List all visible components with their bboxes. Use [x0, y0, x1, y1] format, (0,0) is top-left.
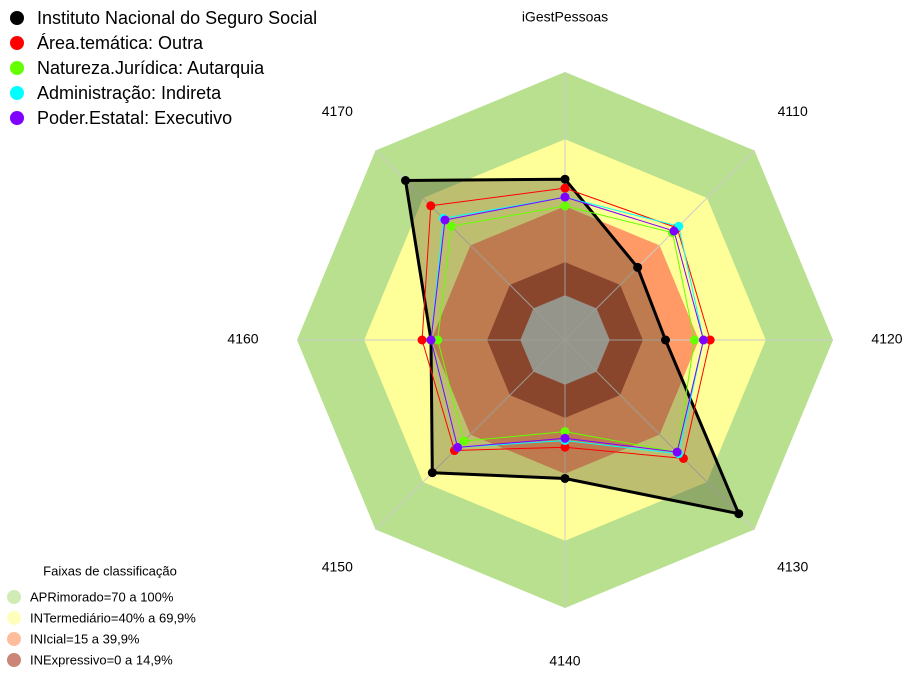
data-point: [401, 176, 411, 186]
legend-label: Poder.Estatal: Executivo: [37, 108, 232, 128]
band-legend-marker: [7, 632, 21, 646]
data-point: [560, 473, 570, 483]
band-legend-marker: [7, 611, 21, 625]
band-legend-label: INIcial=15 a 39,9%: [30, 631, 140, 646]
data-point: [446, 221, 456, 231]
data-point: [669, 226, 679, 236]
data-point: [690, 335, 700, 345]
legend-label: Administração: Indireta: [37, 83, 222, 103]
category-label: 4160: [227, 331, 258, 347]
data-point: [698, 335, 708, 345]
legend-label: Área.temática: Outra: [37, 33, 204, 53]
data-point: [705, 335, 715, 345]
category-label: 4110: [778, 103, 808, 119]
category-label: 4170: [322, 103, 353, 119]
category-label: iGestPessoas: [522, 9, 608, 25]
data-point: [427, 468, 437, 478]
legend-marker: [10, 86, 24, 100]
data-point: [459, 436, 469, 446]
legend-marker: [10, 36, 24, 50]
data-point: [672, 447, 682, 457]
band-legend-label: INExpressivo=0 a 14,9%: [30, 652, 173, 667]
data-point: [453, 442, 463, 452]
category-label: 4140: [549, 653, 580, 669]
band-legend-marker: [7, 653, 21, 667]
data-point: [734, 509, 744, 519]
data-point: [433, 335, 443, 345]
data-point: [633, 262, 643, 272]
bands-title: Faixas de classificação: [43, 563, 177, 578]
legend-label: Natureza.Jurídica: Autarquia: [37, 58, 265, 78]
data-point: [417, 335, 427, 345]
spoke: [375, 339, 566, 530]
legend-marker: [10, 61, 24, 75]
band-legend-label: INTermediário=40% a 69,9%: [30, 610, 196, 625]
legend-marker: [10, 111, 24, 125]
band-legend-marker: [7, 590, 21, 604]
data-point: [560, 174, 570, 184]
data-point: [560, 433, 570, 443]
legend-marker: [10, 11, 24, 25]
category-label: 4150: [322, 558, 353, 574]
band-legend-label: APRimorado=70 a 100%: [30, 589, 174, 604]
data-point: [440, 215, 450, 225]
legend-label: Instituto Nacional do Seguro Social: [37, 8, 317, 28]
data-point: [560, 427, 570, 437]
category-label: 4130: [777, 558, 808, 574]
category-label: 4120: [871, 331, 902, 347]
spoke: [564, 150, 755, 341]
data-point: [560, 183, 570, 193]
data-point: [560, 201, 570, 211]
spoke: [564, 339, 755, 530]
data-point: [560, 192, 570, 202]
data-point: [560, 442, 570, 452]
data-point: [661, 335, 670, 345]
data-point: [426, 335, 436, 345]
data-point: [426, 201, 436, 211]
